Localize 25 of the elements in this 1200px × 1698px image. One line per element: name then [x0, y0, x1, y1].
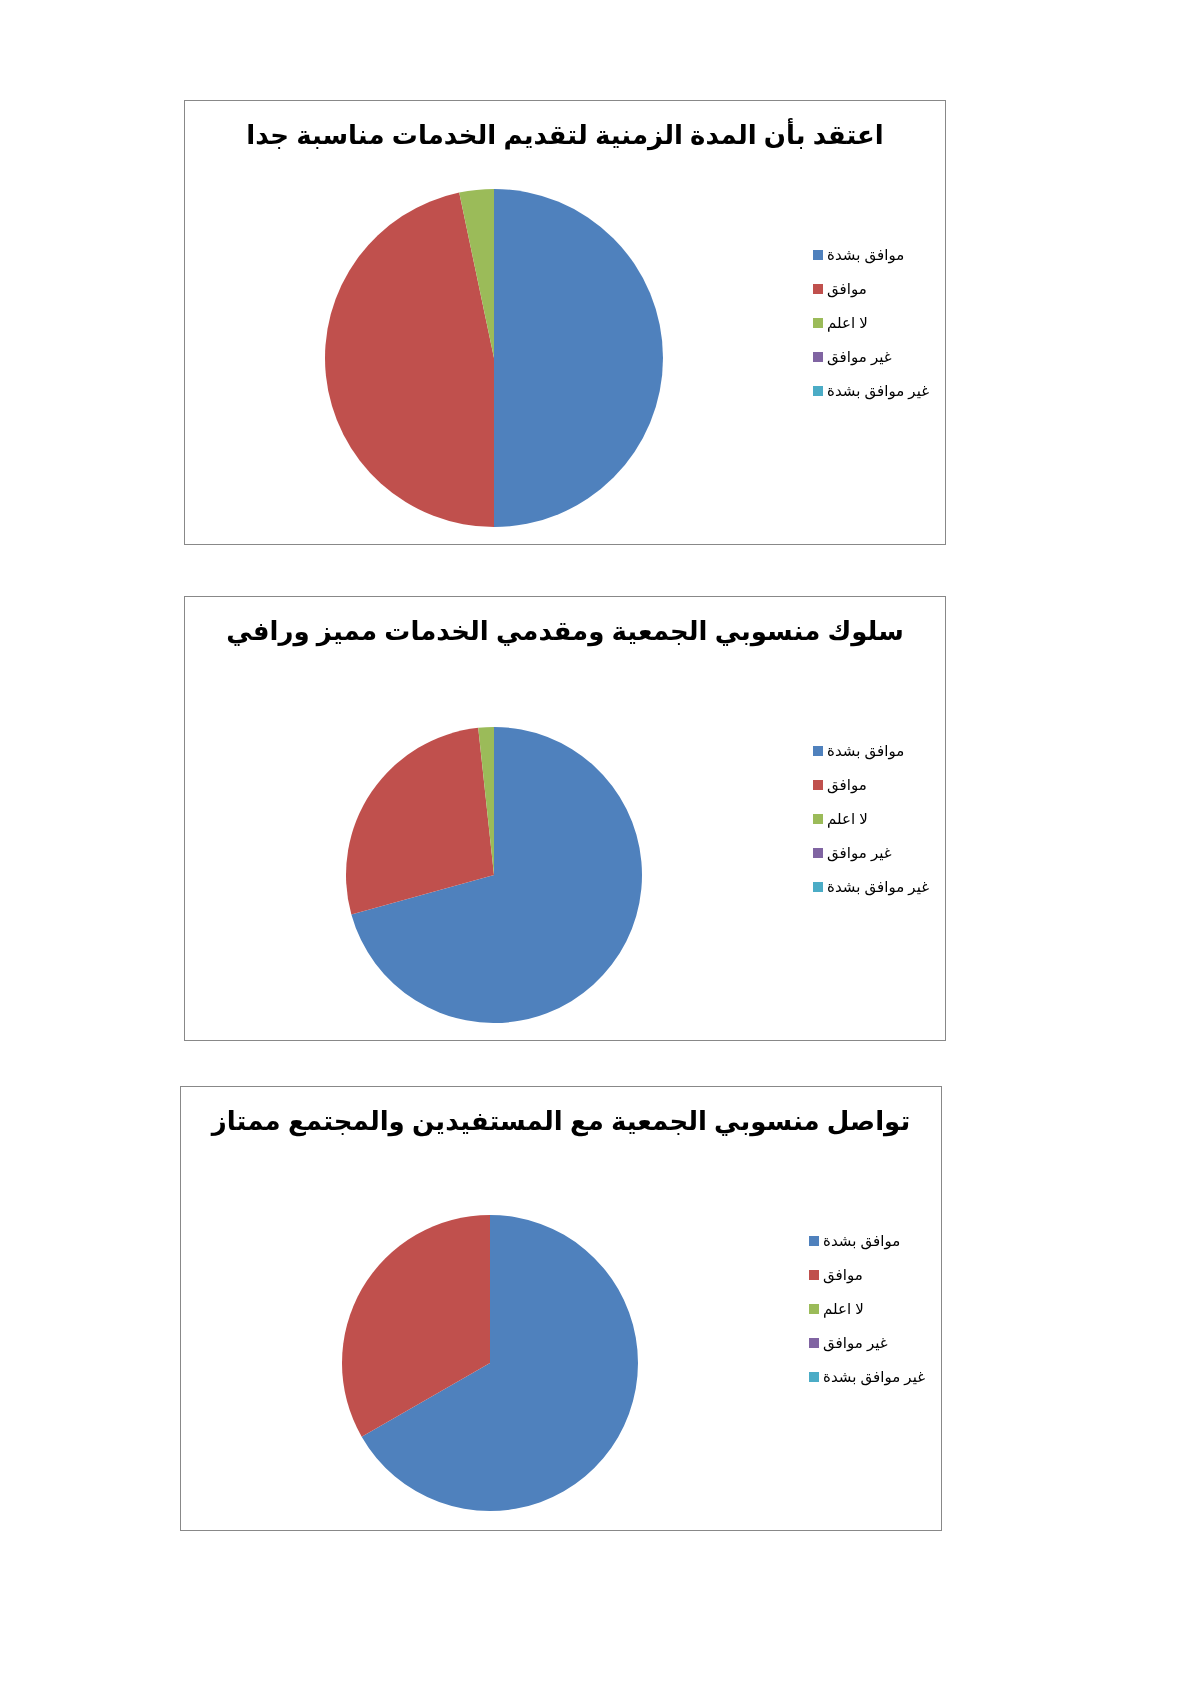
legend-label: لا اعلم	[827, 313, 868, 331]
legend-label: غير موافق	[827, 347, 892, 365]
legend-label: موافق	[823, 1265, 863, 1283]
legend-label: موافق بشدة	[827, 245, 905, 263]
pie-slice	[494, 189, 663, 527]
pie-slice	[459, 189, 494, 358]
chart-title: اعتقد بأن المدة الزمنية لتقديم الخدمات مناسبة جدا	[245, 117, 885, 153]
legend-label: موافق بشدة	[823, 1231, 901, 1249]
pie-slice	[342, 1215, 490, 1437]
legend-label: غير موافق	[827, 843, 892, 861]
legend-label: موافق بشدة	[827, 741, 905, 759]
chart-title: تواصل منسوبي الجمعية مع المستفيدين والمجتمع ممتاز	[211, 1105, 911, 1139]
legend-label: لا اعلم	[827, 809, 868, 827]
legend-label: غير موافق	[823, 1333, 888, 1351]
legend-label: غير موافق بشدة	[827, 877, 929, 895]
pie-slice	[325, 192, 494, 527]
legend-label: غير موافق بشدة	[823, 1367, 925, 1385]
pie-slice	[361, 1215, 638, 1511]
pie-slice	[346, 727, 494, 915]
pie-slice	[351, 727, 642, 1023]
legend-label: لا اعلم	[823, 1299, 864, 1317]
legend-label: موافق	[827, 775, 867, 793]
legend-label: غير موافق بشدة	[827, 381, 929, 399]
chart-title: سلوك منسوبي الجمعية ومقدمي الخدمات مميز ورافي	[225, 615, 905, 649]
legend-label: موافق	[827, 279, 867, 297]
